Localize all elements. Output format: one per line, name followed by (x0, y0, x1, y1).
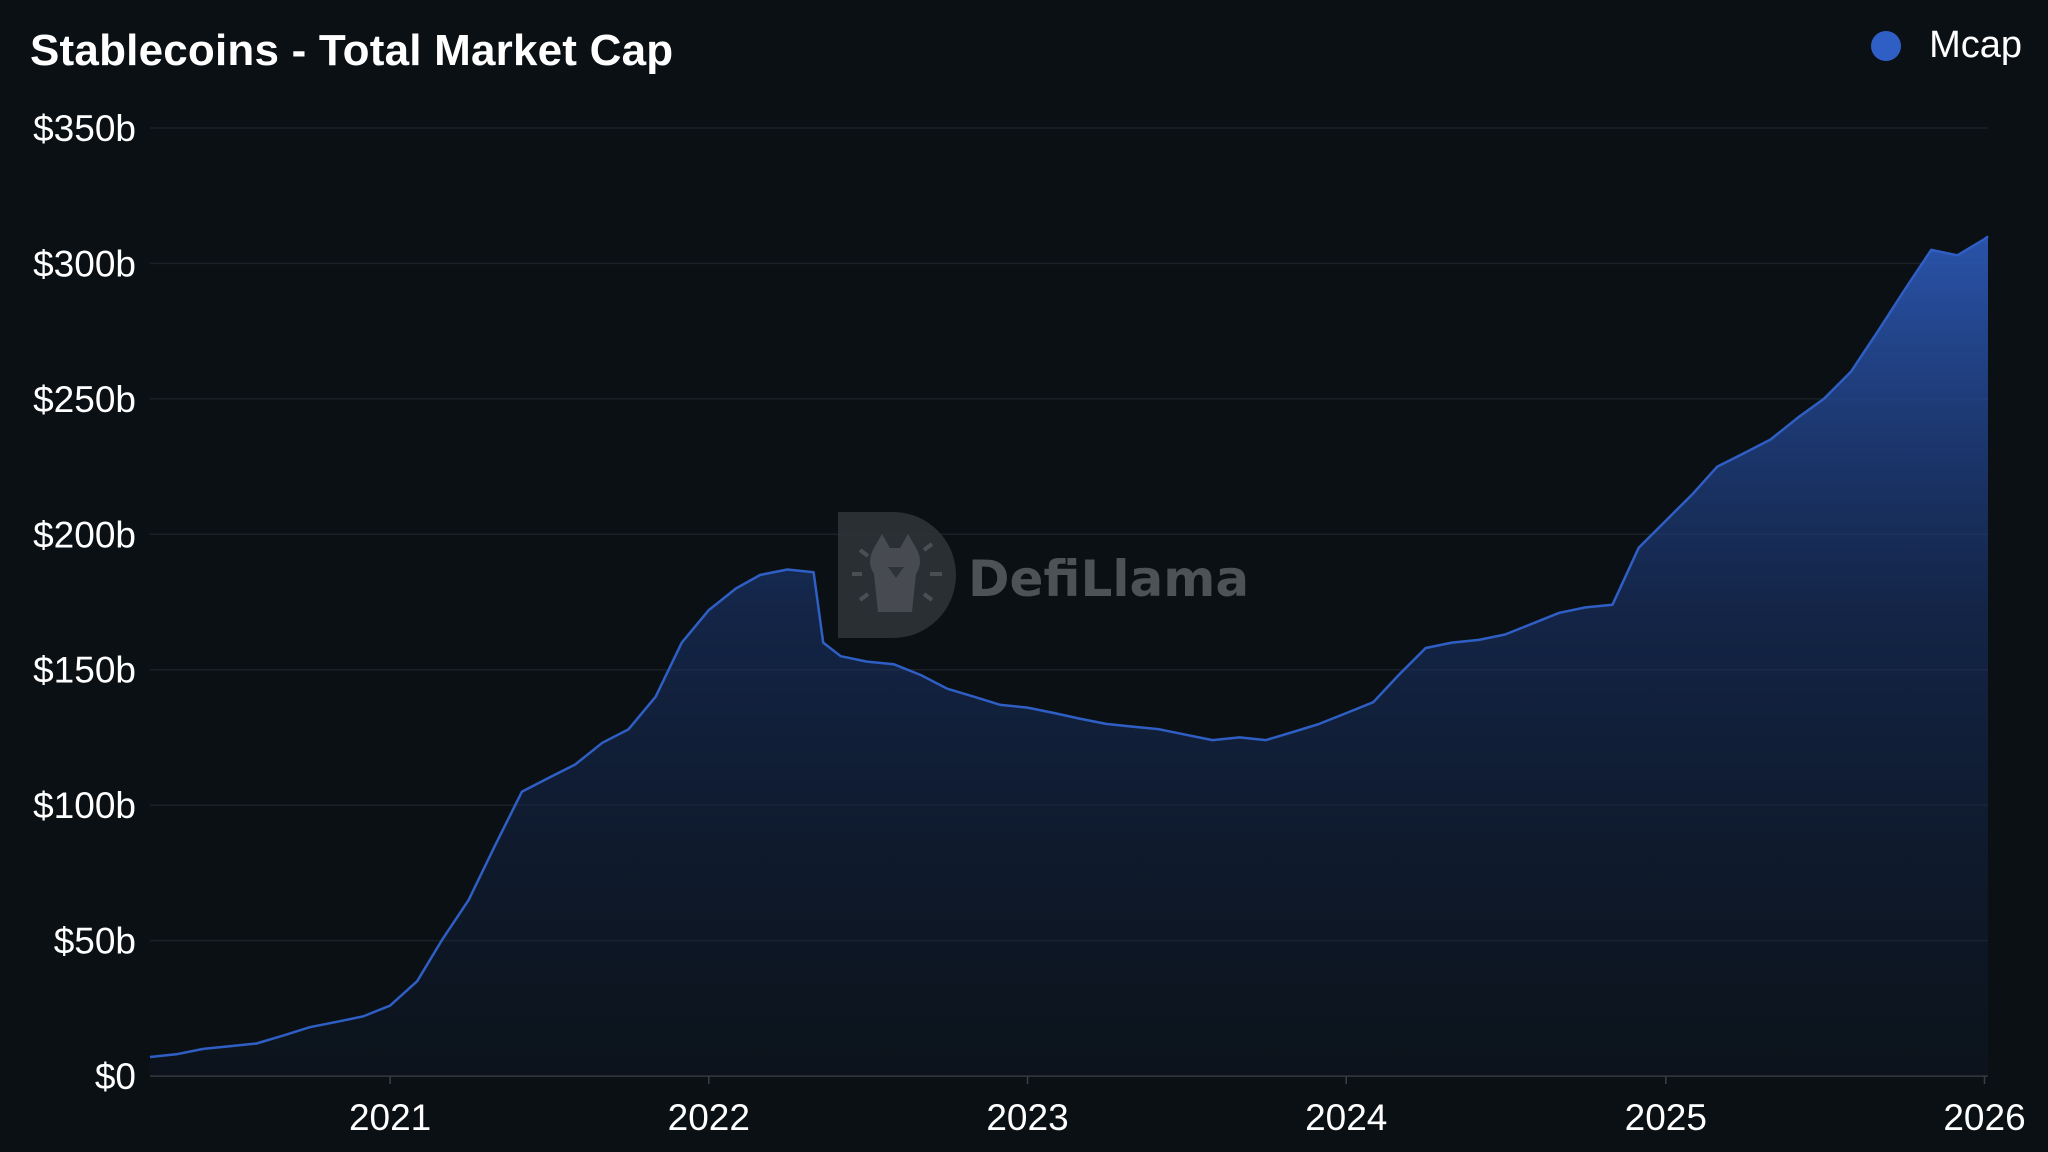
x-tick-label: 2022 (668, 1097, 750, 1138)
y-tick-label: $100b (33, 785, 136, 826)
y-tick-label: $250b (33, 379, 136, 420)
y-tick-label: $350b (33, 108, 136, 149)
y-tick-label: $200b (33, 514, 136, 555)
x-tick-label: 2023 (986, 1097, 1068, 1138)
x-tick-label: 2026 (1943, 1097, 2025, 1138)
legend[interactable]: Mcap (1871, 24, 2022, 67)
series-line-mcap (149, 235, 1989, 1059)
watermark-text: DefiLlama (968, 550, 1249, 608)
x-tick-label: 2025 (1625, 1097, 1707, 1138)
y-tick-label: $150b (33, 650, 136, 691)
defillama-logo-icon (838, 512, 956, 638)
x-tick-label: 2024 (1305, 1097, 1387, 1138)
series-area-mcap (150, 236, 1988, 1077)
y-tick-label: $50b (54, 921, 136, 962)
series-layer (149, 235, 1989, 1077)
chart-title: Stablecoins - Total Market Cap (30, 26, 674, 75)
legend-swatch-mcap (1871, 30, 1902, 61)
watermark: DefiLlama (838, 512, 1249, 638)
x-tick-label: 2021 (349, 1097, 431, 1138)
y-tick-label: $0 (95, 1056, 136, 1097)
legend-label-mcap: Mcap (1929, 24, 2022, 66)
y-tick-label: $300b (33, 243, 136, 284)
